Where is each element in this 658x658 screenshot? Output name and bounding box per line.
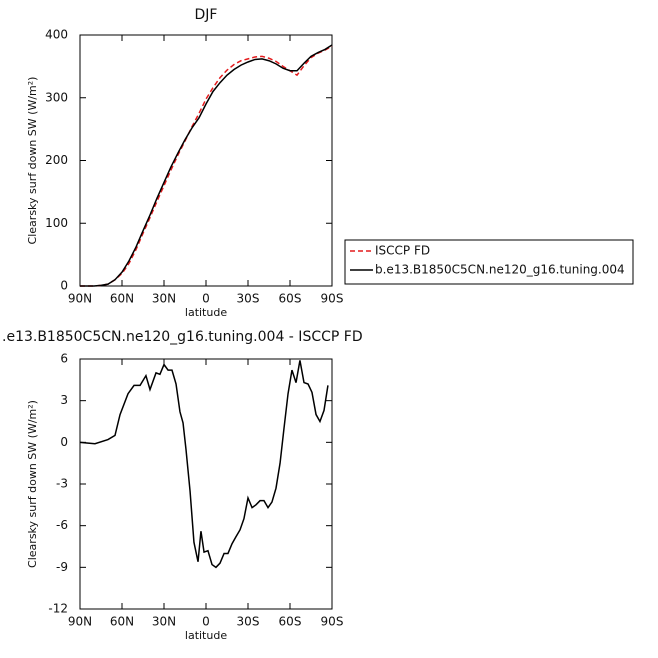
y-axis-label: Clearsky surf down SW (W/m²) <box>26 400 39 568</box>
x-tick-label: 90S <box>321 292 344 306</box>
y-tick-label: -9 <box>56 560 68 574</box>
y-tick-label: 3 <box>60 393 68 407</box>
chart-title: .e13.B1850C5CN.ne120_g16.tuning.004 - IS… <box>2 329 363 345</box>
x-axis-label: latitude <box>185 306 227 319</box>
y-tick-label: -6 <box>56 518 68 532</box>
data-line <box>79 360 329 569</box>
x-tick-label: 30N <box>152 292 176 306</box>
legend-label: ISCCP FD <box>375 244 430 258</box>
x-tick-label: 90N <box>68 292 92 306</box>
y-tick-label: 100 <box>45 216 68 230</box>
data-line <box>80 44 333 287</box>
x-tick-label: 60N <box>110 615 134 629</box>
x-tick-label: 60N <box>110 292 134 306</box>
x-tick-label: 90S <box>321 615 344 629</box>
x-tick-label: 30N <box>152 615 176 629</box>
y-axis-label: Clearsky surf down SW (W/m²) <box>26 77 39 245</box>
plot-frame <box>79 358 333 610</box>
data-line <box>80 45 333 287</box>
x-tick-label: 0 <box>202 292 210 306</box>
y-tick-label: -12 <box>48 602 68 616</box>
x-tick-label: 30S <box>237 615 260 629</box>
y-tick-label: 200 <box>45 153 68 167</box>
legend-label: b.e13.B1850C5CN.ne120_g16.tuning.004 <box>375 263 625 277</box>
x-tick-label: 60S <box>279 615 302 629</box>
y-tick-label: 400 <box>45 28 68 42</box>
y-tick-label: 300 <box>45 90 68 104</box>
x-axis-label: latitude <box>185 629 227 642</box>
plot-frame <box>79 34 333 287</box>
chart-title: DJF <box>195 7 218 23</box>
legend-box <box>344 239 634 285</box>
y-tick-label: 6 <box>60 352 68 366</box>
x-tick-label: 90N <box>68 615 92 629</box>
y-tick-label: -3 <box>56 477 68 491</box>
y-tick-label: 0 <box>60 279 68 293</box>
y-tick-label: 0 <box>60 435 68 449</box>
x-tick-label: 0 <box>202 615 210 629</box>
x-tick-label: 30S <box>237 292 260 306</box>
x-tick-label: 60S <box>279 292 302 306</box>
